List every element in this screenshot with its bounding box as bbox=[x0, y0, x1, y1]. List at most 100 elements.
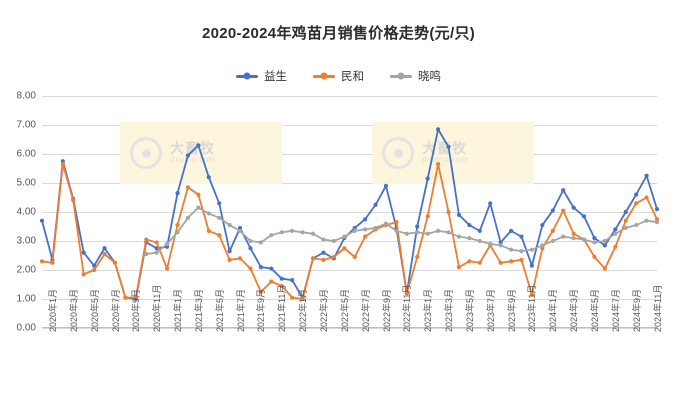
gridline bbox=[42, 183, 657, 184]
legend-label-2: 晓鸣 bbox=[418, 71, 441, 83]
data-point bbox=[237, 225, 243, 231]
y-axis-tick-label: 2.00 bbox=[16, 264, 36, 276]
x-axis-tick-label: 2021年9月 bbox=[256, 288, 267, 332]
x-axis-tick-label: 2020年11月 bbox=[152, 284, 163, 332]
data-point bbox=[394, 228, 399, 233]
data-point bbox=[623, 209, 628, 215]
data-point bbox=[488, 241, 493, 246]
data-point bbox=[279, 283, 284, 289]
data-point bbox=[508, 228, 514, 233]
data-point bbox=[321, 257, 326, 262]
data-point bbox=[196, 143, 201, 148]
data-point bbox=[300, 230, 305, 235]
legend-swatch-2 bbox=[390, 74, 412, 78]
chart-title: 2020-2024年鸡苗月销售价格走势(元/只) bbox=[201, 25, 476, 42]
y-axis-tick-label: 5.00 bbox=[16, 177, 36, 189]
x-axis-tick-label: 2023年9月 bbox=[506, 288, 517, 332]
legend-item-2[interactable]: 晓鸣 bbox=[390, 68, 441, 84]
data-point bbox=[144, 237, 149, 242]
series-line bbox=[145, 206, 658, 255]
series-0 bbox=[39, 127, 660, 302]
data-point bbox=[71, 198, 76, 203]
data-point bbox=[102, 246, 107, 251]
data-point bbox=[425, 176, 430, 181]
watermark-icon bbox=[130, 137, 162, 169]
data-point bbox=[613, 244, 618, 249]
y-axis-tick-label: 8.00 bbox=[16, 90, 36, 102]
legend-swatch-0 bbox=[236, 74, 258, 78]
data-point bbox=[571, 231, 576, 236]
x-axis-tick-label: 2023年1月 bbox=[423, 288, 434, 332]
legend-item-0[interactable]: 益生 bbox=[236, 68, 287, 84]
data-point bbox=[258, 240, 263, 245]
data-point bbox=[373, 225, 378, 231]
data-point bbox=[623, 225, 628, 231]
x-axis-tick-label: 2024年9月 bbox=[631, 288, 642, 332]
data-point bbox=[581, 214, 587, 219]
gridline bbox=[42, 328, 657, 329]
data-point bbox=[331, 254, 336, 260]
plot-area: 0.00 1.00 2.00 3.00 4.00 5.00 6.00 7.00 8.00 大畜牧 d… bbox=[17, 91, 660, 334]
data-point bbox=[519, 257, 524, 262]
data-point bbox=[446, 209, 451, 215]
data-point bbox=[352, 225, 357, 231]
x-axis-tick-label: 2021年7月 bbox=[235, 288, 246, 332]
data-point bbox=[258, 265, 263, 270]
data-point bbox=[248, 238, 253, 244]
data-point bbox=[279, 230, 284, 235]
x-axis-tick-label: 2023年5月 bbox=[464, 288, 475, 332]
data-point bbox=[456, 265, 462, 270]
data-point bbox=[623, 218, 628, 223]
y-axis-tick-label: 7.00 bbox=[16, 119, 36, 131]
data-point bbox=[217, 215, 222, 220]
data-point bbox=[175, 191, 180, 196]
data-point bbox=[508, 247, 514, 252]
data-point bbox=[508, 259, 514, 264]
watermark-sub-text: dxumu.com bbox=[422, 155, 468, 165]
data-point bbox=[404, 231, 409, 236]
data-point bbox=[540, 222, 545, 228]
series-1 bbox=[39, 162, 660, 302]
data-point bbox=[352, 254, 357, 260]
x-axis-tick-label: 2024年3月 bbox=[569, 288, 580, 332]
x-axis-tick-label: 2020年5月 bbox=[89, 288, 100, 332]
data-point bbox=[342, 246, 347, 251]
data-point bbox=[602, 238, 607, 244]
x-axis-tick-label: 2022年7月 bbox=[360, 288, 371, 332]
data-point bbox=[248, 246, 253, 251]
data-point bbox=[185, 185, 191, 190]
data-point bbox=[196, 192, 201, 197]
data-point bbox=[456, 234, 462, 239]
data-point bbox=[363, 217, 368, 222]
data-point bbox=[102, 251, 107, 257]
x-axis-tick-label: 2023年7月 bbox=[485, 288, 496, 332]
watermark-icon bbox=[382, 137, 414, 169]
x-axis-tick-label: 2020年9月 bbox=[131, 288, 142, 332]
data-point bbox=[540, 243, 545, 248]
chart-legend: 益生 民和 晓鸣 bbox=[0, 68, 677, 84]
data-point bbox=[331, 238, 336, 244]
data-point bbox=[571, 205, 576, 210]
data-point bbox=[592, 240, 597, 245]
x-axis-tick-label: 2024年1月 bbox=[548, 288, 559, 332]
data-point bbox=[185, 153, 191, 158]
data-point bbox=[269, 266, 274, 271]
data-point bbox=[269, 279, 274, 284]
data-point bbox=[634, 222, 639, 228]
data-point bbox=[477, 238, 482, 244]
data-point bbox=[436, 127, 441, 132]
data-point bbox=[227, 249, 232, 254]
data-point bbox=[164, 266, 170, 271]
data-point bbox=[581, 237, 587, 242]
data-point bbox=[269, 233, 274, 238]
gridline bbox=[42, 125, 657, 126]
data-point bbox=[310, 256, 316, 261]
data-point bbox=[185, 215, 191, 220]
data-point bbox=[39, 259, 45, 264]
gridline bbox=[42, 299, 657, 300]
data-point bbox=[352, 228, 357, 233]
gridline bbox=[42, 241, 657, 242]
data-point bbox=[592, 236, 597, 241]
x-axis-tick-label: 2022年11月 bbox=[402, 284, 413, 332]
legend-item-1[interactable]: 民和 bbox=[313, 68, 364, 84]
